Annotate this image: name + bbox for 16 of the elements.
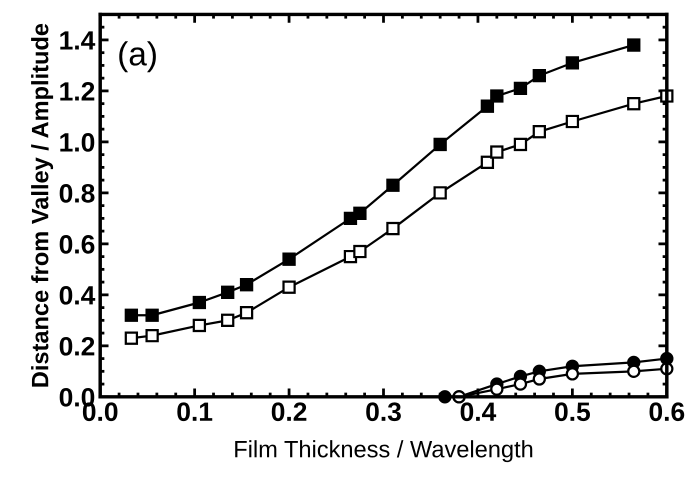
y-tick-label: 0.4 — [60, 286, 96, 305]
y-tick-label: 1.2 — [60, 82, 94, 100]
x-tick-label: 0.4 — [460, 402, 496, 422]
annotation: (a) — [119, 41, 156, 72]
x-tick-label: 0.3 — [366, 402, 401, 422]
y-tick-label: 0.8 — [60, 184, 95, 203]
x-axis-title: Film Thickness / Wavelength — [235, 440, 532, 462]
y-tick-label: 1.4 — [60, 31, 96, 50]
x-tick-label: 0.2 — [272, 402, 306, 422]
x-tick-label: 0.6 — [650, 402, 684, 422]
y-tick-label: 0.6 — [60, 235, 94, 254]
x-tick-label: 0.5 — [555, 402, 590, 422]
x-tick-label: 0.1 — [177, 402, 212, 422]
y-tick-label: 1.0 — [60, 133, 94, 152]
y-axis-title: Distance from Valley / Amplitude — [31, 24, 54, 387]
y-tick-label: 0.2 — [60, 336, 94, 356]
